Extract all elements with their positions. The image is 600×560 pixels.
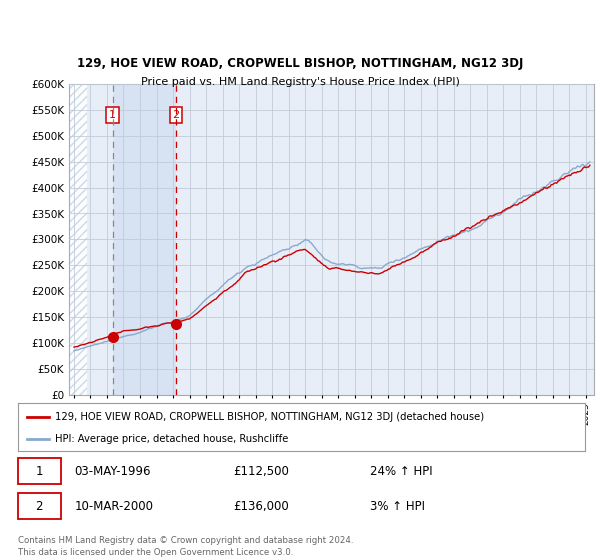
Text: 129, HOE VIEW ROAD, CROPWELL BISHOP, NOTTINGHAM, NG12 3DJ: 129, HOE VIEW ROAD, CROPWELL BISHOP, NOT…: [77, 57, 523, 70]
Text: 129, HOE VIEW ROAD, CROPWELL BISHOP, NOTTINGHAM, NG12 3DJ (detached house): 129, HOE VIEW ROAD, CROPWELL BISHOP, NOT…: [55, 412, 484, 422]
Text: 1: 1: [35, 465, 43, 478]
Text: 24% ↑ HPI: 24% ↑ HPI: [370, 465, 432, 478]
Text: 3% ↑ HPI: 3% ↑ HPI: [370, 500, 425, 512]
Text: HPI: Average price, detached house, Rushcliffe: HPI: Average price, detached house, Rush…: [55, 434, 288, 444]
Bar: [113, 84, 176, 395]
Bar: [69, 84, 87, 395]
Text: Price paid vs. HM Land Registry's House Price Index (HPI): Price paid vs. HM Land Registry's House …: [140, 77, 460, 87]
Text: £136,000: £136,000: [233, 500, 289, 512]
FancyBboxPatch shape: [18, 458, 61, 484]
Text: 10-MAR-2000: 10-MAR-2000: [75, 500, 154, 512]
Text: 1: 1: [109, 110, 116, 120]
FancyBboxPatch shape: [18, 493, 61, 519]
Text: £112,500: £112,500: [233, 465, 289, 478]
Text: 2: 2: [173, 110, 180, 120]
Text: 03-MAY-1996: 03-MAY-1996: [75, 465, 151, 478]
Text: 2: 2: [35, 500, 43, 512]
Text: Contains HM Land Registry data © Crown copyright and database right 2024.
This d: Contains HM Land Registry data © Crown c…: [18, 536, 353, 557]
